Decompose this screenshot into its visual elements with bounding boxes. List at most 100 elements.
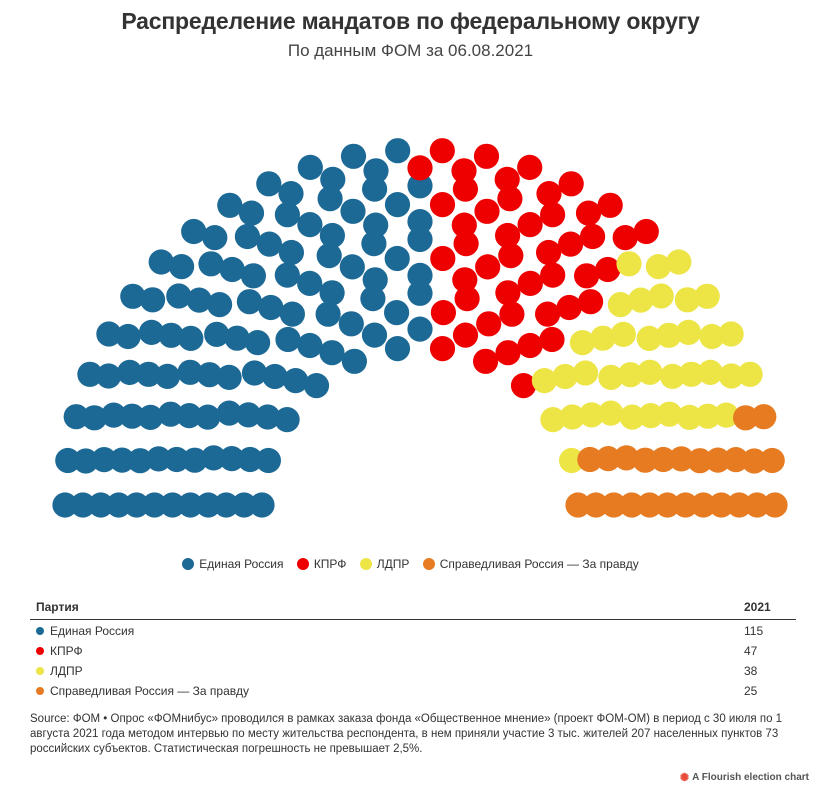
seat-dot[interactable] — [697, 359, 723, 385]
seat-dot[interactable] — [718, 363, 745, 389]
seat-dot[interactable] — [96, 321, 122, 347]
seat-dot[interactable] — [158, 322, 184, 348]
seat-dot[interactable] — [238, 200, 265, 226]
seat-dot[interactable] — [628, 287, 654, 313]
seat-dot[interactable] — [751, 404, 777, 430]
seat-dot[interactable] — [612, 225, 638, 251]
seat-dot[interactable] — [645, 254, 672, 280]
seat-dot[interactable] — [540, 407, 566, 433]
seat-dot[interactable] — [384, 300, 410, 326]
seat-dot[interactable] — [256, 171, 282, 197]
seat-dot[interactable] — [217, 192, 243, 218]
seat-dot[interactable] — [235, 402, 261, 428]
seat-dot[interactable] — [672, 492, 699, 518]
seat-dot[interactable] — [385, 138, 411, 164]
seat-dot[interactable] — [361, 322, 388, 348]
seat-dot[interactable] — [52, 492, 78, 518]
seat-dot[interactable] — [674, 287, 701, 313]
seat-dot[interactable] — [613, 445, 640, 471]
seat-dot[interactable] — [360, 286, 386, 312]
seat-dot[interactable] — [73, 448, 99, 474]
seat-dot[interactable] — [676, 404, 703, 430]
seat-dot[interactable] — [362, 267, 388, 293]
seat-dot[interactable] — [590, 325, 616, 351]
seat-dot[interactable] — [297, 270, 323, 296]
seat-dot[interactable] — [55, 447, 81, 474]
seat-dot[interactable] — [124, 492, 150, 518]
seat-dot[interactable] — [737, 361, 763, 387]
seat-dot[interactable] — [695, 403, 721, 429]
seat-dot[interactable] — [136, 361, 162, 387]
seat-dot[interactable] — [633, 218, 659, 245]
seat-dot[interactable] — [453, 231, 479, 257]
seat-dot[interactable] — [726, 492, 752, 518]
seat-dot[interactable] — [106, 492, 132, 518]
seat-dot[interactable] — [240, 263, 266, 289]
seat-dot[interactable] — [536, 239, 562, 266]
seat-dot[interactable] — [137, 404, 164, 430]
seat-dot[interactable] — [451, 158, 477, 184]
seat-dot[interactable] — [578, 289, 604, 315]
seat-dot[interactable] — [315, 301, 341, 327]
seat-dot[interactable] — [262, 363, 288, 390]
seat-dot[interactable] — [498, 243, 524, 269]
seat-dot[interactable] — [473, 348, 499, 374]
seat-dot[interactable] — [91, 447, 117, 473]
seat-dot[interactable] — [158, 401, 184, 427]
seat-dot[interactable] — [141, 492, 168, 518]
seat-dot[interactable] — [517, 212, 543, 238]
seat-dot[interactable] — [274, 262, 300, 288]
seat-dot[interactable] — [166, 283, 192, 309]
seat-dot[interactable] — [201, 445, 227, 471]
seat-dot[interactable] — [733, 405, 759, 431]
seat-dot[interactable] — [241, 360, 268, 386]
seat-dot[interactable] — [109, 447, 135, 473]
seat-dot[interactable] — [117, 359, 143, 385]
seat-dot[interactable] — [363, 158, 389, 184]
seat-dot[interactable] — [407, 155, 433, 181]
seat-dot[interactable] — [476, 311, 502, 337]
seat-dot[interactable] — [120, 283, 146, 309]
seat-dot[interactable] — [164, 446, 190, 473]
seat-dot[interactable] — [303, 373, 330, 399]
seat-dot[interactable] — [159, 492, 186, 518]
seat-dot[interactable] — [339, 254, 365, 280]
seat-dot[interactable] — [258, 294, 284, 321]
seat-dot[interactable] — [384, 245, 410, 272]
seat-dot[interactable] — [70, 492, 96, 518]
seat-dot[interactable] — [452, 267, 478, 293]
seat-dot[interactable] — [595, 256, 621, 283]
seat-dot[interactable] — [540, 262, 566, 288]
seat-dot[interactable] — [598, 400, 624, 426]
legend-item-kprf[interactable]: КПРФ — [296, 557, 346, 571]
seat-dot[interactable] — [319, 280, 345, 306]
seat-dot[interactable] — [517, 270, 543, 296]
seat-dot[interactable] — [224, 325, 250, 351]
seat-dot[interactable] — [452, 176, 478, 202]
seat-dot[interactable] — [495, 222, 521, 249]
seat-dot[interactable] — [607, 292, 634, 318]
seat-dot[interactable] — [708, 492, 734, 518]
seat-dot[interactable] — [558, 231, 584, 257]
seat-dot[interactable] — [579, 402, 605, 428]
seat-dot[interactable] — [656, 401, 683, 427]
seat-dot[interactable] — [176, 403, 202, 429]
seat-dot[interactable] — [583, 492, 609, 518]
seat-dot[interactable] — [597, 192, 623, 218]
seat-dot[interactable] — [536, 181, 562, 207]
seat-dot[interactable] — [429, 192, 456, 218]
seat-dot[interactable] — [559, 447, 585, 474]
seat-dot[interactable] — [556, 294, 582, 321]
seat-dot[interactable] — [341, 348, 367, 374]
seat-dot[interactable] — [699, 323, 725, 350]
seat-dot[interactable] — [249, 492, 275, 518]
seat-dot[interactable] — [494, 166, 520, 192]
seat-dot[interactable] — [559, 404, 585, 430]
seat-dot[interactable] — [666, 249, 692, 275]
seat-dot[interactable] — [558, 171, 584, 197]
seat-dot[interactable] — [274, 202, 300, 228]
seat-dot[interactable] — [762, 492, 788, 518]
seat-dot[interactable] — [278, 181, 304, 207]
seat-dot[interactable] — [475, 254, 501, 280]
seat-dot[interactable] — [429, 336, 456, 362]
